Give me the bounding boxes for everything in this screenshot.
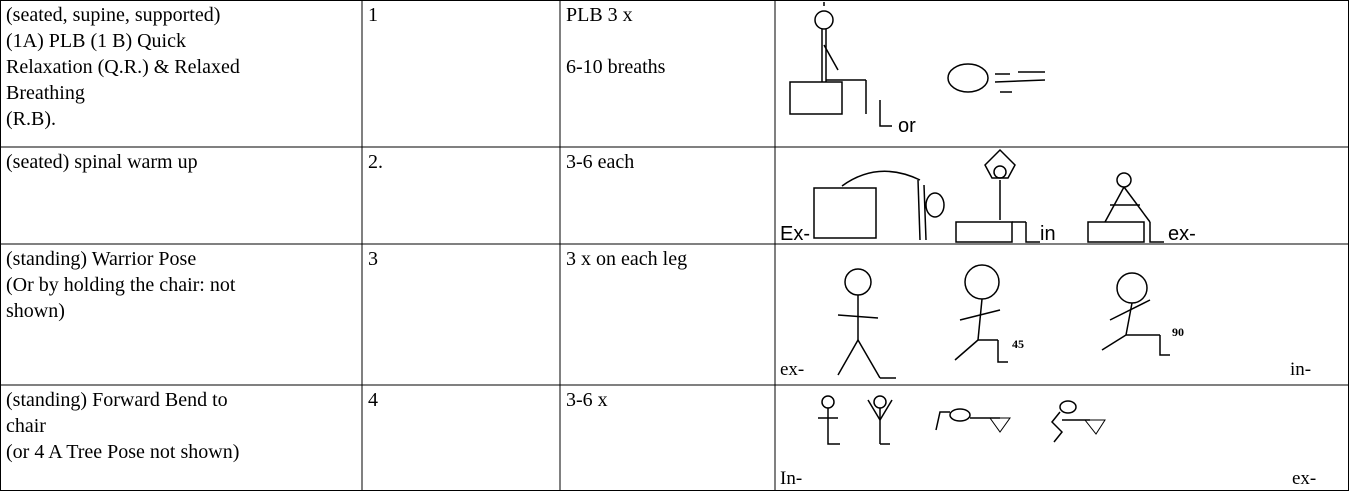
cell-text: (or 4 A Tree Pose not shown) <box>6 441 240 463</box>
figure-label: in- <box>1290 359 1311 380</box>
cell-text: Relaxation (Q.R.) & Relaxed <box>6 56 240 78</box>
cell-text: 4 <box>368 389 378 411</box>
seated-bend-figure <box>1087 172 1164 243</box>
table-cell: 3 x on each leg <box>560 244 775 274</box>
figure-label: ex- <box>1292 468 1316 489</box>
supine-figure <box>947 63 1046 93</box>
cell-text: chair <box>6 415 46 437</box>
table-cell: (standing) Warrior Pose (Or by holding th… <box>0 244 362 326</box>
table-cell: 3 <box>362 244 560 274</box>
table-cell: 1 <box>362 0 560 30</box>
figure-label: in <box>1040 223 1056 245</box>
cell-text: 3 <box>368 248 378 270</box>
figure-label: ex- <box>780 359 804 380</box>
cell-text: PLB 3 x <box>566 4 633 26</box>
cell-text: (1A) PLB (1 B) Quick <box>6 30 186 52</box>
table-cell: 3-6 x <box>560 385 775 415</box>
table-cell: 3-6 each <box>560 147 775 177</box>
cell-text: shown) <box>6 300 65 322</box>
table-cell: 4 <box>362 385 560 415</box>
small-bend-figures <box>935 400 1106 443</box>
figure-label: 90 <box>1172 325 1184 339</box>
warrior-45-figure <box>954 264 1008 363</box>
figure-label: or <box>898 115 916 137</box>
cell-text: 2. <box>368 151 383 173</box>
table-cell: (seated) spinal warm up <box>0 147 362 177</box>
cell-text: Breathing <box>6 82 85 104</box>
forward-bend-figure <box>813 170 945 241</box>
table-cell: (standing) Forward Bend to chair (or 4 A T… <box>0 385 362 467</box>
figure-label: In- <box>780 468 802 489</box>
cell-text: (standing) Warrior Pose <box>6 248 197 270</box>
cell-text: (R.B). <box>6 108 56 130</box>
cell-text: 1 <box>368 4 378 26</box>
cell-text: 6-10 breaths <box>566 56 666 78</box>
cell-text: 3 x on each leg <box>566 248 688 270</box>
seated-arms-up-figure <box>955 148 1040 243</box>
cell-text: (seated) spinal warm up <box>6 151 198 173</box>
figure-label: ex- <box>1168 223 1196 245</box>
table-cell: (seated, supine, supported) (1A) PLB (1 B… <box>0 0 362 134</box>
warrior-90-figure <box>1101 272 1170 356</box>
cell-text: (seated, supine, supported) <box>6 4 221 26</box>
cell-text: (standing) Forward Bend to <box>6 389 228 411</box>
figure-label: Ex- <box>780 223 810 245</box>
cell-text: (Or by holding the chair: not <box>6 274 236 296</box>
standing-figure <box>837 268 896 379</box>
seated-figure <box>789 2 892 127</box>
table-cell: PLB 3 x 6-10 breaths <box>560 0 775 82</box>
cell-text: 3-6 x <box>566 389 608 411</box>
figure-label: 45 <box>1012 337 1024 351</box>
small-standing-figures <box>818 395 893 445</box>
cell-text: 3-6 each <box>566 151 635 173</box>
table-cell: 2. <box>362 147 560 177</box>
